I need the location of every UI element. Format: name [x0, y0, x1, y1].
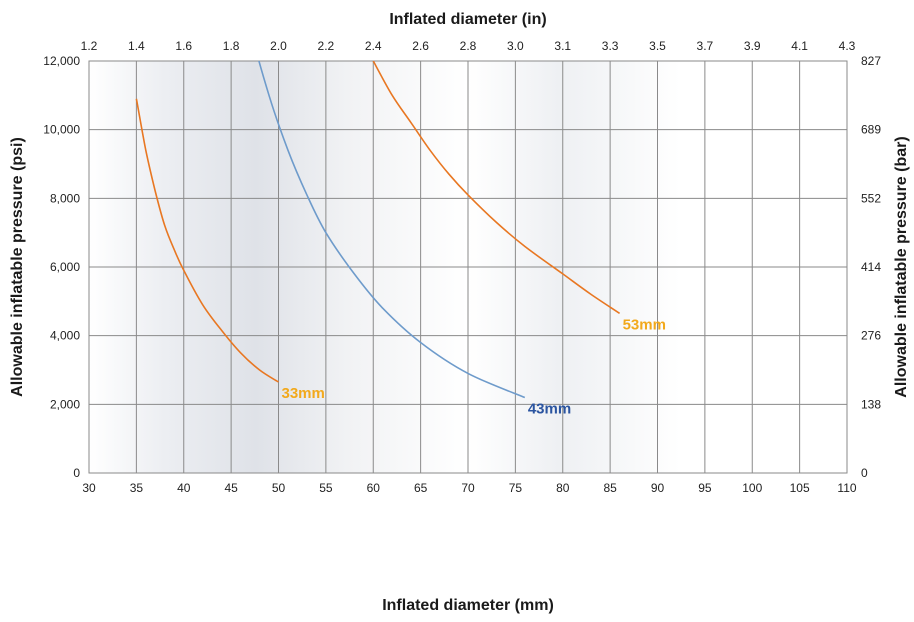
- x2-tick-label: 3.3: [602, 39, 619, 53]
- x2-tick-label: 2.8: [460, 39, 477, 53]
- y2-tick-label: 552: [861, 191, 881, 205]
- y2-tick-label: 276: [861, 329, 881, 343]
- x2-tick-label: 4.1: [791, 39, 808, 53]
- y-tick-label: 6,000: [50, 260, 80, 274]
- y-tick-label: 12,000: [43, 54, 80, 68]
- x-tick-label: 65: [414, 481, 428, 495]
- y-tick-label: 8,000: [50, 191, 80, 205]
- tick-labels: 30 1.2 35 1.4 40 1.6 45 1.8 50 2.0 55 2.2 60 2.4 65 2.6…: [43, 39, 881, 495]
- x2-tick-label: 3.5: [649, 39, 666, 53]
- x-tick-label: 35: [130, 481, 144, 495]
- y2-tick-label: 414: [861, 260, 881, 274]
- series-label-43mm: 43mm: [528, 400, 571, 417]
- series-label-53mm: 53mm: [623, 316, 666, 333]
- x2-tick-label: 2.6: [412, 39, 429, 53]
- x-tick-label: 60: [367, 481, 381, 495]
- x-tick-label: 95: [698, 481, 712, 495]
- y-axis-title: Allowable inflatable pressure (psi): [9, 137, 26, 397]
- series-labels: 33mm 43mm 53mm: [282, 316, 666, 417]
- y-tick-label: 0: [73, 466, 80, 480]
- y-tick-label: 4,000: [50, 329, 80, 343]
- x2-tick-label: 1.4: [128, 39, 145, 53]
- y2-tick-label: 827: [861, 54, 881, 68]
- y-tick-label: 10,000: [43, 123, 80, 137]
- x2-tick-label: 1.2: [81, 39, 98, 53]
- x2-tick-label: 3.9: [744, 39, 761, 53]
- series-label-33mm: 33mm: [282, 385, 325, 402]
- plot-frame: [88, 60, 848, 474]
- x-tick-label: 80: [556, 481, 570, 495]
- y2-axis-title: Allowable inflatable pressure (bar): [893, 136, 910, 397]
- series-lines: [135, 61, 621, 399]
- y2-tick-label: 138: [861, 397, 881, 411]
- x-tick-label: 85: [603, 481, 617, 495]
- x-tick-label: 50: [272, 481, 286, 495]
- x2-tick-label: 1.6: [175, 39, 192, 53]
- x2-tick-label: 1.8: [223, 39, 240, 53]
- x-axis-title: Inflated diameter (mm): [382, 597, 554, 614]
- x-tick-label: 100: [742, 481, 762, 495]
- x2-tick-label: 2.0: [270, 39, 287, 53]
- x-tick-label: 55: [319, 481, 333, 495]
- y2-tick-label: 0: [861, 466, 868, 480]
- x-tick-label: 110: [837, 481, 856, 495]
- x2-tick-label: 3.7: [697, 39, 714, 53]
- series-line-43mm: [258, 61, 526, 399]
- x-tick-label: 40: [177, 481, 191, 495]
- x-tick-label: 45: [224, 481, 238, 495]
- x-tick-label: 75: [509, 481, 523, 495]
- x-tick-label: 30: [82, 481, 96, 495]
- series-line-33mm: [135, 98, 279, 383]
- x-tick-label: 70: [461, 481, 475, 495]
- x2-tick-label: 4.3: [839, 39, 856, 53]
- x2-tick-label: 3.0: [507, 39, 524, 53]
- x2-tick-label: 2.2: [318, 39, 335, 53]
- x2-axis-title: Inflated diameter (in): [389, 11, 546, 28]
- x-tick-label: 90: [651, 481, 665, 495]
- x2-tick-label: 2.4: [365, 39, 382, 53]
- grid: [88, 60, 848, 474]
- x-tick-label: 105: [790, 481, 810, 495]
- y2-tick-label: 689: [861, 123, 881, 137]
- y-tick-label: 2,000: [50, 397, 80, 411]
- x2-tick-label: 3.1: [554, 39, 571, 53]
- series-line-53mm: [372, 61, 621, 315]
